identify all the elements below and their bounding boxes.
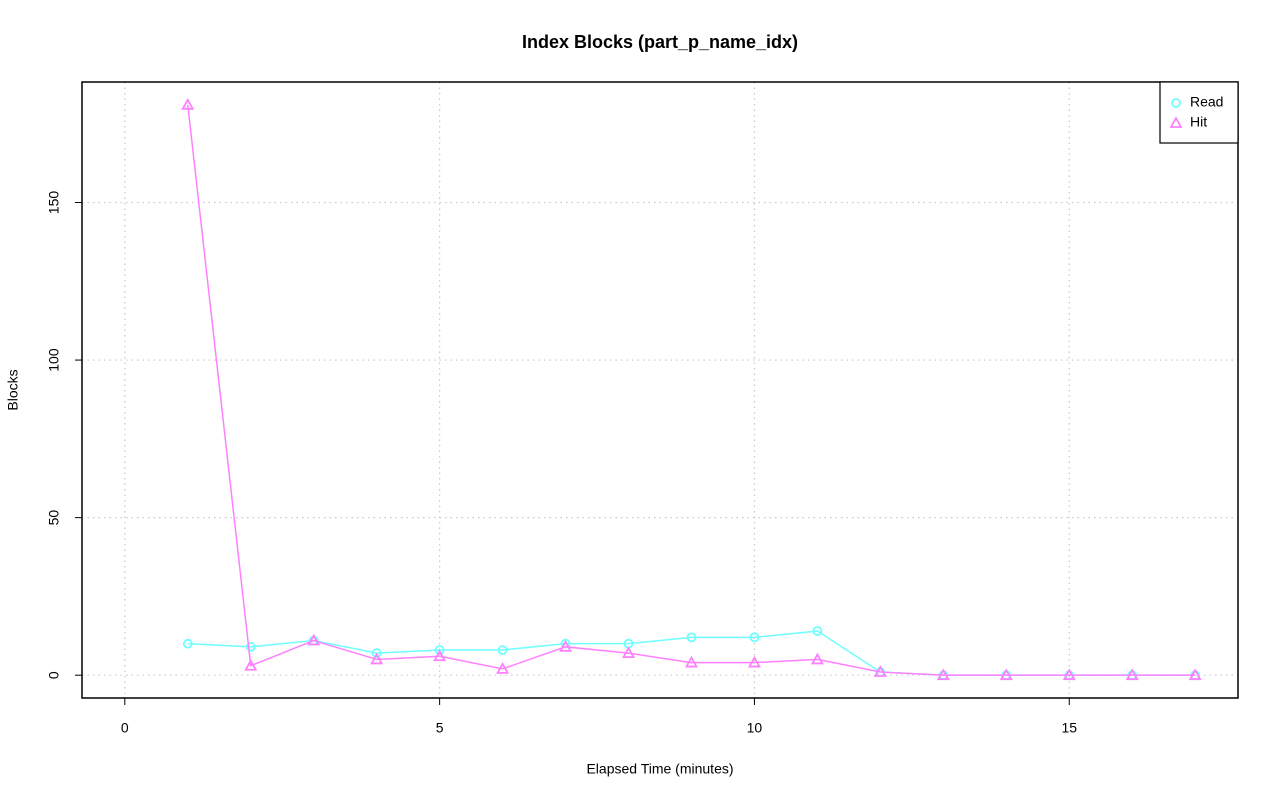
marker <box>747 655 761 668</box>
marker <box>812 626 823 636</box>
marker <box>749 632 760 643</box>
marker <box>434 645 445 655</box>
marker <box>307 633 321 646</box>
marker <box>559 639 573 652</box>
legend-label: Read <box>1190 94 1223 110</box>
marker <box>182 638 193 649</box>
y-tick-label: 0 <box>46 671 62 679</box>
y-tick-label: 100 <box>46 348 62 372</box>
marker <box>686 632 697 643</box>
legend-box <box>1159 81 1239 144</box>
series-line <box>187 104 1196 676</box>
marker <box>371 648 382 659</box>
marker <box>496 662 510 674</box>
y-tick-label: 150 <box>46 191 62 215</box>
marker <box>999 668 1013 681</box>
marker <box>810 652 824 665</box>
marker <box>433 649 447 662</box>
x-tick-label: 5 <box>436 720 444 736</box>
y-axis-label: Blocks <box>5 369 21 410</box>
marker <box>560 638 571 649</box>
x-axis-label: Elapsed Time (minutes) <box>586 761 733 777</box>
marker <box>1188 668 1202 681</box>
marker <box>497 645 508 655</box>
x-tick-label: 0 <box>121 720 129 736</box>
marker <box>244 658 258 671</box>
legend-marker <box>1171 98 1181 108</box>
x-tick-label: 10 <box>747 720 763 736</box>
legend-marker <box>1169 116 1183 128</box>
chart-title: Index Blocks (part_p_name_idx) <box>522 32 798 52</box>
marker <box>621 646 636 659</box>
plot-frame <box>81 81 1239 699</box>
marker <box>873 665 887 677</box>
marker <box>1125 668 1139 681</box>
y-tick-label: 50 <box>46 510 62 526</box>
marker <box>1062 668 1076 681</box>
marker <box>245 641 256 652</box>
x-tick-label: 15 <box>1061 720 1077 736</box>
legend-label: Hit <box>1190 114 1207 130</box>
marker <box>936 668 950 681</box>
marker <box>370 652 384 665</box>
marker <box>684 655 699 668</box>
marker <box>181 97 195 110</box>
